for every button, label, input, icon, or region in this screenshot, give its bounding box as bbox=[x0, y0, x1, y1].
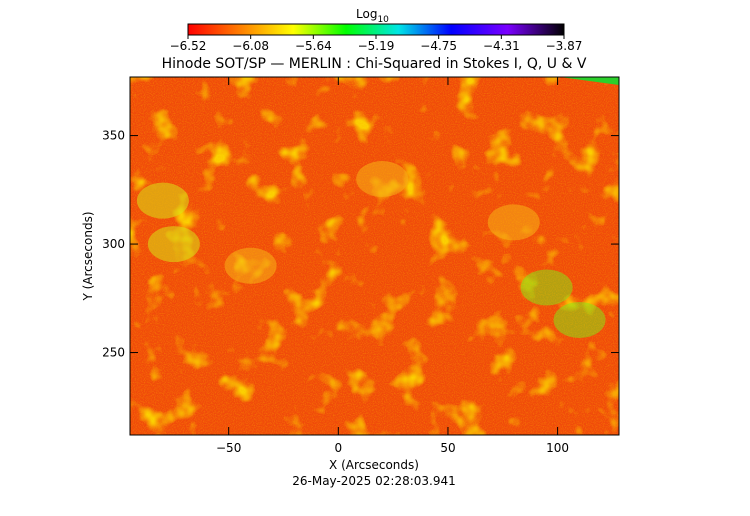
x-axis-label: X (Arcseconds) bbox=[329, 458, 419, 472]
x-tick-label: −50 bbox=[216, 441, 241, 455]
x-tick-label: 50 bbox=[440, 441, 455, 455]
y-axis-label: Y (Arcseconds) bbox=[81, 211, 95, 301]
y-tick-label: 350 bbox=[102, 129, 125, 143]
x-tick-label: 100 bbox=[546, 441, 569, 455]
plot-frame bbox=[129, 76, 620, 436]
chart-title: Hinode SOT/SP — MERLIN : Chi-Squared in … bbox=[162, 56, 587, 72]
colorbar-tick-label: −4.75 bbox=[420, 39, 457, 53]
colorbar-tick-label: −6.08 bbox=[232, 39, 269, 53]
colorbar-tick-label: −5.19 bbox=[358, 39, 395, 53]
colorbar-label: Log10 bbox=[356, 7, 389, 25]
colorbar-gradient bbox=[187, 23, 565, 36]
colorbar-tick-label: −6.52 bbox=[170, 39, 207, 53]
y-tick-label: 250 bbox=[102, 346, 125, 360]
top-right-edge bbox=[560, 77, 619, 85]
colorbar-ticks: −6.52 −6.08 −5.64 −5.19 −4.75 −4.31 −3.87 bbox=[170, 35, 583, 53]
axes: −50 0 50 100 250 300 350 bbox=[102, 77, 619, 455]
colorbar: Log10 −6.52 −6.08 −5.64 −5.19 −4.75 −4.31 −3.8… bbox=[170, 7, 583, 53]
colorbar-tick-label: −3.87 bbox=[546, 39, 583, 53]
x-tick-label: 0 bbox=[334, 441, 342, 455]
colorbar-tick-label: −4.31 bbox=[483, 39, 520, 53]
colorbar-tick-label: −5.64 bbox=[295, 39, 332, 53]
y-tick-label: 300 bbox=[102, 237, 125, 251]
timestamp: 26-May-2025 02:28:03.941 bbox=[292, 474, 456, 488]
heatmap-field bbox=[130, 77, 619, 435]
